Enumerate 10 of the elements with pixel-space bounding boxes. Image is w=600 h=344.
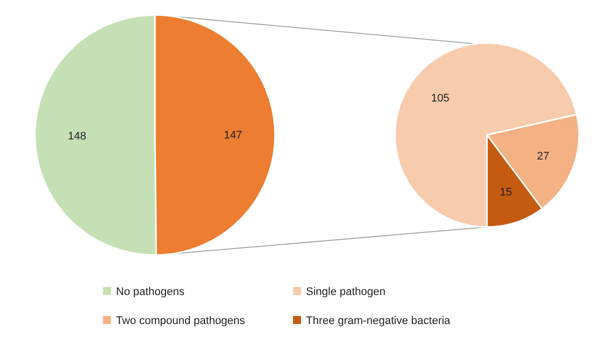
legend-label: No pathogens: [116, 286, 185, 298]
pie-slice: [394, 42, 578, 228]
data-label: 147: [224, 129, 242, 142]
legend-label: Single pathogen: [306, 286, 386, 298]
data-label: 148: [68, 130, 86, 142]
legend-label: Two compound pathogens: [116, 314, 246, 327]
data-label: 15: [500, 186, 512, 199]
data-label: 27: [536, 150, 550, 163]
legend-label: Three gram-negative bacteria: [306, 314, 452, 327]
data-label: 105: [431, 92, 450, 105]
